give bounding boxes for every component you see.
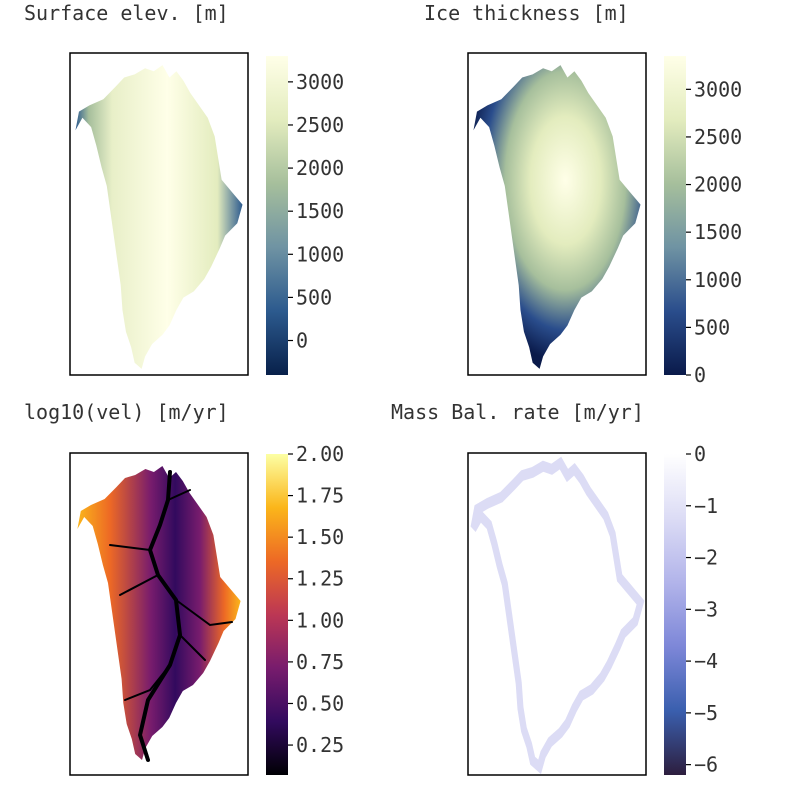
colorbar-tick-label: 1000 (694, 268, 742, 292)
panel-ice-thickness: Ice thickness [m] 0 500 1000 1500 2000 2500 30… (424, 1, 742, 387)
colorbar-tick-label: 0.25 (296, 733, 344, 757)
colorbar-tick-label: 1.25 (296, 567, 344, 591)
colorbar-tick-label: 500 (296, 285, 332, 309)
colorbar-tick-label: −2 (694, 546, 718, 570)
colorbar-bar (266, 56, 288, 375)
colorbar-tick-label: 3000 (296, 70, 344, 94)
panel-title: Mass Bal. rate [m/yr] (391, 400, 644, 424)
panel-mass-balance: Mass Bal. rate [m/yr] 0 −1 −2 −3 −4 −5 −6 (391, 400, 718, 777)
colorbar-bar (664, 56, 686, 375)
colorbar-tick-label: 1.00 (296, 608, 344, 632)
colorbar-tick-label: 1500 (296, 199, 344, 223)
colorbar-tick-label: 0 (296, 329, 308, 353)
colorbar-tick-label: 2.00 (296, 442, 344, 466)
colorbar-tick-label: 2500 (694, 125, 742, 149)
colorbar: 0.25 0.50 0.75 1.00 1.25 1.50 1.75 2.00 (266, 442, 344, 775)
colorbar-tick-label: 0.50 (296, 691, 344, 715)
colorbar: 0 −1 −2 −3 −4 −5 −6 (664, 442, 718, 777)
colorbar-tick-label: 1000 (296, 242, 344, 266)
colorbar-tick-label: −3 (694, 597, 718, 621)
colorbar-tick-label: 1500 (694, 220, 742, 244)
colorbar: 0 500 1000 1500 2000 2500 3000 (266, 56, 344, 375)
colorbar-tick-label: 1.50 (296, 525, 344, 549)
colorbar-tick-label: 3000 (694, 77, 742, 101)
colorbar-tick-label: −6 (694, 753, 718, 777)
panel-title: Surface elev. [m] (24, 1, 229, 25)
panel-title: Ice thickness [m] (424, 1, 629, 25)
colorbar-tick-label: 0 (694, 363, 706, 387)
colorbar-tick-label: 1.75 (296, 484, 344, 508)
colorbar-tick-label: 0.75 (296, 650, 344, 674)
colorbar-tick-label: 2500 (296, 113, 344, 137)
colorbar-tick-label: 2000 (694, 173, 742, 197)
colorbar-tick-label: 0 (694, 442, 706, 466)
colorbar-bar (664, 454, 686, 775)
colorbar-tick-label: −5 (694, 701, 718, 725)
colorbar-tick-label: −1 (694, 494, 718, 518)
panel-title: log10(vel) [m/yr] (24, 400, 229, 424)
colorbar-tick-label: 2000 (296, 156, 344, 180)
colorbar-tick-label: −4 (694, 649, 718, 673)
panel-surface-elevation: Surface elev. [m] 0 500 1000 1500 2000 2500 30… (24, 1, 344, 376)
colorbar-bar (266, 454, 288, 775)
panel-velocity: log10(vel) [m/yr] 0.25 0.50 0.75 1.00 1.25 1.… (24, 400, 344, 776)
colorbar-tick-label: 500 (694, 315, 730, 339)
colorbar: 0 500 1000 1500 2000 2500 3000 (664, 56, 742, 387)
ice-divide (109, 470, 233, 762)
